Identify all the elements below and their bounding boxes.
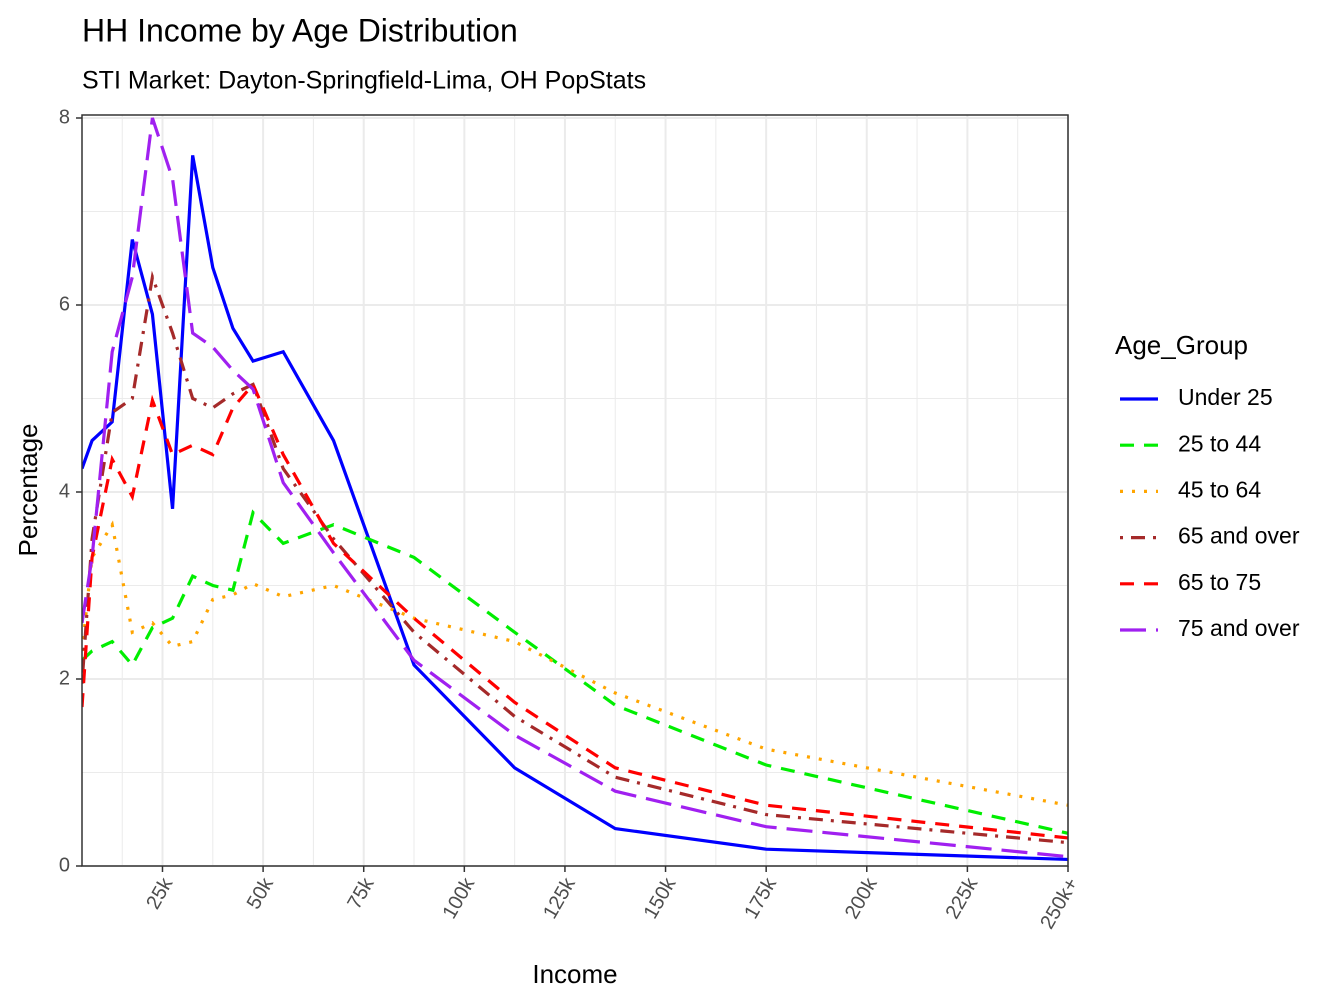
- legend-title: Age_Group: [1115, 330, 1248, 360]
- series-line: [82, 381, 1068, 840]
- y-tick-label: 8: [59, 106, 70, 128]
- legend-label: 75 and over: [1178, 615, 1300, 641]
- x-tick-label: 75k: [343, 873, 379, 913]
- x-tick-label: 100k: [438, 873, 479, 922]
- y-tick-label: 4: [59, 480, 70, 502]
- x-tick-label: 50k: [243, 873, 279, 913]
- series-line: [82, 117, 1068, 859]
- legend-label: 65 to 75: [1178, 569, 1261, 595]
- series-line: [82, 520, 1068, 807]
- legend-label: Under 25: [1178, 384, 1273, 410]
- x-axis-title: Income: [532, 959, 617, 989]
- x-tick-label: 175k: [740, 873, 781, 922]
- chart-subtitle: STI Market: Dayton-Springfield-Lima, OH …: [82, 67, 646, 95]
- x-tick-label: 225k: [942, 873, 983, 922]
- plot-border: [81, 114, 1069, 867]
- x-tick-label: 200k: [841, 873, 882, 922]
- y-tick-label: 0: [59, 854, 70, 876]
- plot-background: [82, 115, 1068, 866]
- y-tick-label: 2: [59, 667, 70, 689]
- x-tick-label: 150k: [640, 873, 681, 922]
- chart-title: HH Income by Age Distribution: [82, 12, 518, 48]
- series-line: [82, 270, 1068, 845]
- legend-label: 25 to 44: [1178, 430, 1261, 456]
- y-axis-title: Percentage: [13, 424, 43, 557]
- y-tick-label: 6: [59, 293, 70, 315]
- series-line: [82, 509, 1068, 835]
- x-tick-label: 250k+: [1036, 874, 1083, 933]
- legend-label: 45 to 64: [1178, 476, 1261, 502]
- x-tick-label: 25k: [142, 873, 178, 913]
- legend-label: 65 and over: [1178, 523, 1300, 549]
- x-tick-label: 125k: [539, 873, 580, 922]
